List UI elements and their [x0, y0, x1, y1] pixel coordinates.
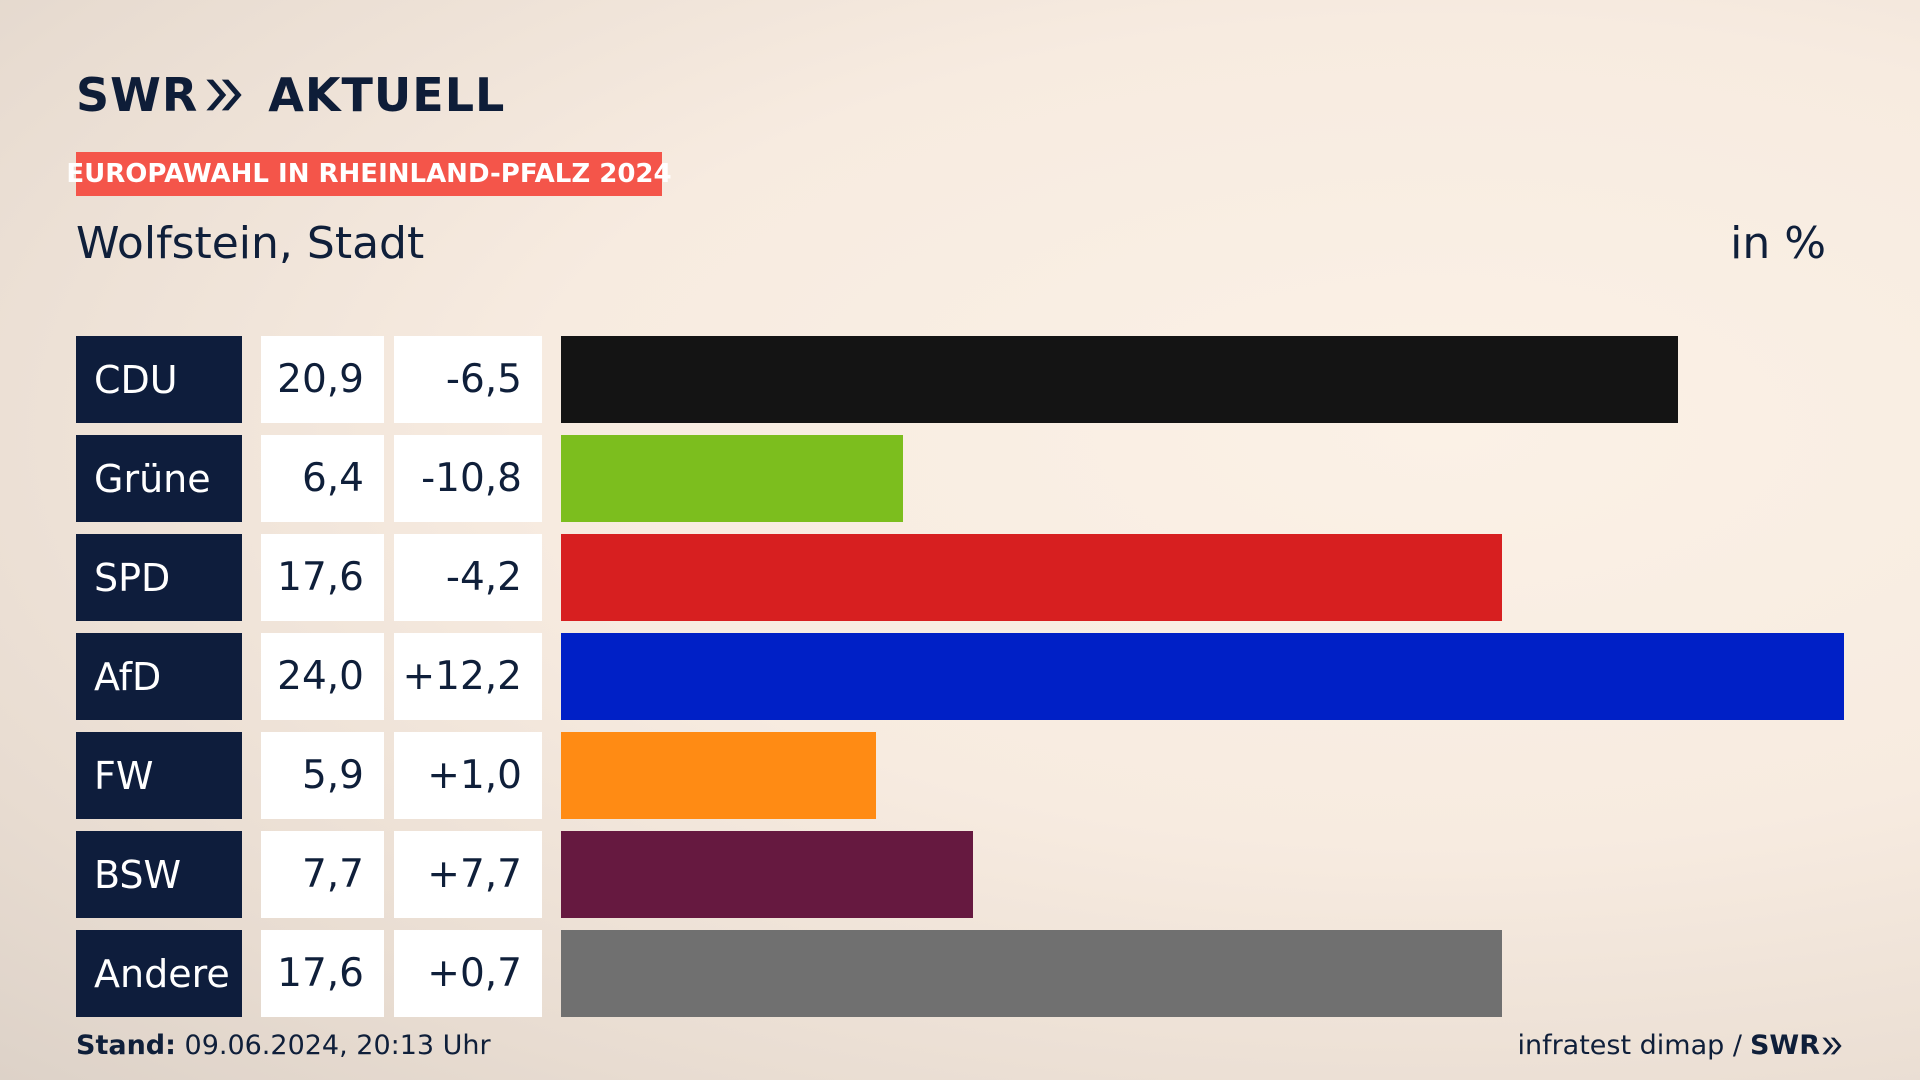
swr-logo-text: SWR — [76, 68, 199, 122]
result-bar — [561, 930, 1502, 1017]
change-label: +7,7 — [394, 831, 542, 918]
result-row: CDU 20,9 -6,5 — [0, 336, 1920, 423]
change-label: -4,2 — [394, 534, 542, 621]
election-badge: EUROPAWAHL IN RHEINLAND-PFALZ 2024 — [66, 152, 672, 196]
result-row: BSW 7,7 +7,7 — [0, 831, 1920, 918]
result-bar — [561, 633, 1844, 720]
result-bar — [561, 534, 1502, 621]
vote-share-label: 20,9 — [261, 336, 384, 423]
footer-double-chevron-icon — [1822, 1037, 1842, 1054]
vote-share-label: 7,7 — [261, 831, 384, 918]
result-row: Andere 17,6 +0,7 — [0, 930, 1920, 1017]
stand-value: 09.06.2024, 20:13 Uhr — [184, 1030, 491, 1061]
swr-logo: SWR — [76, 68, 246, 122]
timestamp: Stand: 09.06.2024, 20:13 Uhr — [76, 1030, 491, 1061]
result-row: AfD 24,0 +12,2 — [0, 633, 1920, 720]
source-text: infratest dimap / — [1517, 1030, 1742, 1061]
vote-share-label: 17,6 — [261, 534, 384, 621]
chart-subtitle: Wolfstein, Stadt — [76, 218, 425, 269]
footer-swr-text: SWR — [1749, 1030, 1820, 1061]
footer-swr-logo: SWR — [1750, 1030, 1844, 1061]
party-label: CDU — [76, 336, 242, 423]
result-bar — [561, 732, 876, 819]
aktuell-wordmark: AKTUELL — [268, 68, 506, 122]
change-label: +1,0 — [394, 732, 542, 819]
change-label: -6,5 — [394, 336, 542, 423]
result-row: Grüne 6,4 -10,8 — [0, 435, 1920, 522]
result-row: SPD 17,6 -4,2 — [0, 534, 1920, 621]
party-label: BSW — [76, 831, 242, 918]
source-credit: infratest dimap / SWR — [1517, 1030, 1844, 1061]
change-label: +12,2 — [394, 633, 542, 720]
vote-share-label: 6,4 — [261, 435, 384, 522]
change-label: +0,7 — [394, 930, 542, 1017]
vote-share-label: 17,6 — [261, 930, 384, 1017]
party-label: SPD — [76, 534, 242, 621]
stand-label: Stand: — [76, 1030, 176, 1061]
result-row: FW 5,9 +1,0 — [0, 732, 1920, 819]
swr-aktuell-logo: SWR AKTUELL — [76, 68, 505, 122]
party-label: AfD — [76, 633, 242, 720]
party-label: FW — [76, 732, 242, 819]
double-chevron-icon — [206, 79, 242, 111]
party-label: Andere — [76, 930, 242, 1017]
party-label: Grüne — [76, 435, 242, 522]
vote-share-label: 5,9 — [261, 732, 384, 819]
unit-label: in % — [1730, 218, 1826, 269]
change-label: -10,8 — [394, 435, 542, 522]
result-bar — [561, 831, 973, 918]
result-bar — [561, 336, 1678, 423]
vote-share-label: 24,0 — [261, 633, 384, 720]
result-bar — [561, 435, 903, 522]
